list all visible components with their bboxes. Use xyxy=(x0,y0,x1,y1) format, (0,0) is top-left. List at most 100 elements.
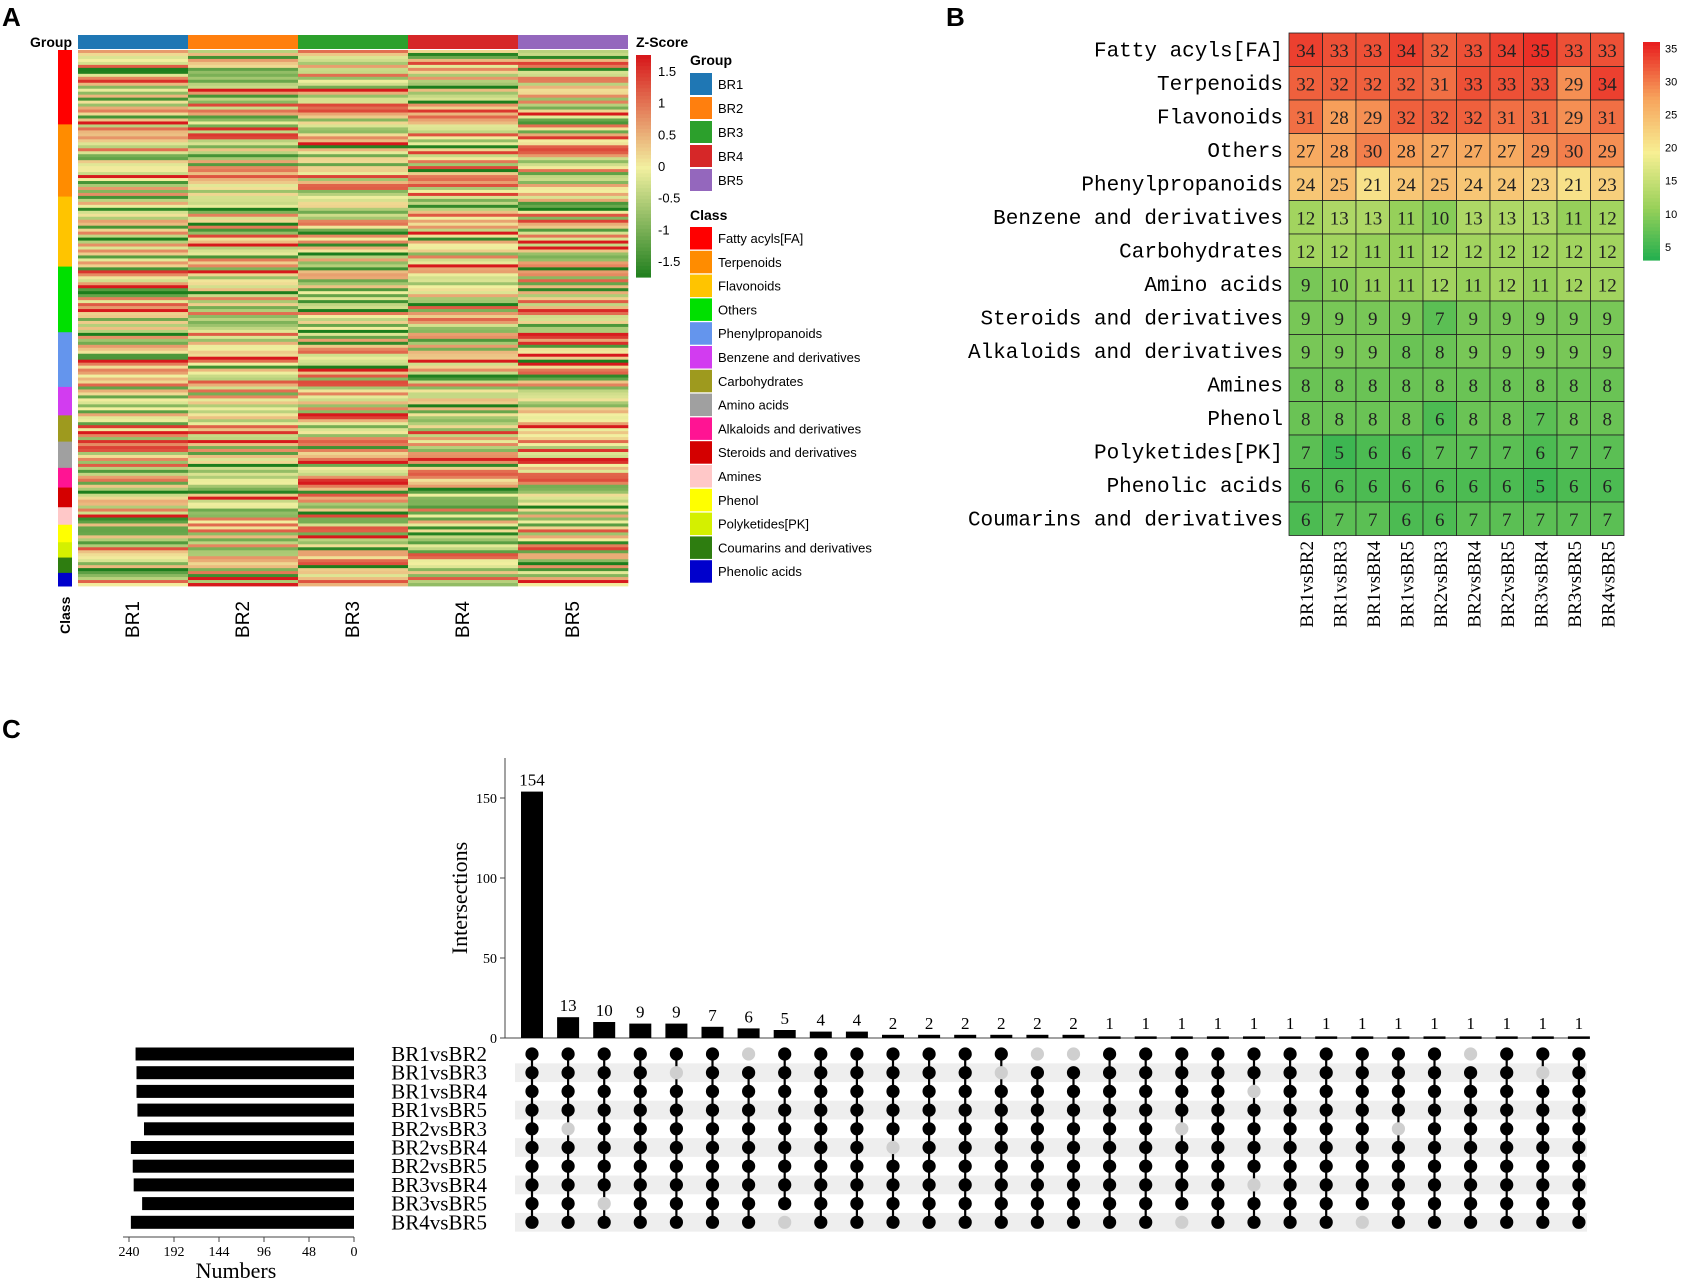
heatmap-cell xyxy=(408,389,519,393)
heatmap-cell xyxy=(188,309,299,313)
intersection-bar xyxy=(809,1031,832,1038)
count-cell xyxy=(1322,99,1357,134)
panel-letter-b: B xyxy=(946,2,965,32)
heatmap-cell xyxy=(188,493,299,498)
membership-dot xyxy=(597,1066,611,1080)
intersection-bar xyxy=(1315,1036,1338,1039)
heatmap-cell xyxy=(188,490,299,495)
heatmap-cell xyxy=(78,306,189,310)
membership-dot xyxy=(886,1178,900,1192)
heatmap-cell xyxy=(518,538,629,542)
class-side-bar xyxy=(58,524,72,543)
count-cell xyxy=(1523,434,1558,469)
heatmap-cell xyxy=(518,201,629,206)
membership-dot xyxy=(994,1178,1008,1192)
heatmap-cell xyxy=(188,186,299,191)
heatmap-cell xyxy=(78,243,189,247)
membership-dot xyxy=(633,1197,647,1211)
count-cell xyxy=(1355,267,1390,302)
heatmap-cell xyxy=(408,279,519,283)
colorbar-segment xyxy=(1643,67,1660,72)
colorbar-segment xyxy=(1643,209,1660,214)
count-cell xyxy=(1288,32,1323,67)
count-cell xyxy=(1422,501,1457,536)
membership-dot xyxy=(850,1159,864,1173)
heatmap-cell xyxy=(298,526,409,530)
membership-dot xyxy=(886,1066,900,1080)
intersection-bar-label: 7 xyxy=(708,1006,717,1025)
zscore-colorbar-segment xyxy=(636,195,651,200)
count-cell xyxy=(1355,434,1390,469)
heatmap-cell xyxy=(78,175,189,179)
membership-dot xyxy=(1464,1197,1478,1211)
heatmap-cell xyxy=(188,571,299,575)
membership-dot xyxy=(1211,1178,1225,1192)
heatmap-cell xyxy=(518,449,629,453)
heatmap-cell xyxy=(408,255,519,259)
membership-dot xyxy=(1500,1122,1514,1136)
heatmap-cell xyxy=(408,452,519,456)
count-cell xyxy=(1355,166,1390,201)
colorbar-segment xyxy=(1643,89,1660,94)
heatmap-cell xyxy=(188,258,299,262)
heatmap-cell xyxy=(78,469,189,474)
heatmap-cell xyxy=(518,350,629,355)
heatmap-cell xyxy=(78,312,189,316)
count-cell-value: 24 xyxy=(1296,175,1316,196)
class-legend-swatch xyxy=(690,227,712,250)
membership-dot xyxy=(922,1122,936,1136)
heatmap-cell xyxy=(408,172,519,176)
heatmap-cell xyxy=(78,234,189,238)
membership-dot xyxy=(1572,1103,1586,1117)
zscore-colorbar-segment xyxy=(636,129,651,134)
zscore-colorbar-segment xyxy=(636,106,651,112)
colorbar-segment xyxy=(1643,107,1660,112)
heatmap-cell xyxy=(408,157,519,161)
heatmap-cell xyxy=(78,207,189,212)
heatmap-cell xyxy=(408,395,519,399)
heatmap-cell xyxy=(518,428,629,432)
heatmap-cell xyxy=(188,94,299,99)
heatmap-cell xyxy=(518,79,629,84)
heatmap-cell xyxy=(298,204,409,209)
heatmap-cell xyxy=(298,493,409,498)
count-cell xyxy=(1355,367,1390,402)
heatmap-cell xyxy=(408,446,519,450)
heatmap-cell xyxy=(298,371,409,375)
membership-dot xyxy=(814,1197,828,1211)
colorbar-tick-label: 10 xyxy=(1665,209,1677,221)
heatmap-cell xyxy=(518,392,629,396)
membership-dot xyxy=(1103,1122,1117,1136)
membership-dot xyxy=(669,1084,684,1098)
colorbar-segment xyxy=(1643,151,1660,156)
count-cell xyxy=(1523,32,1558,67)
heatmap-cell xyxy=(408,377,519,381)
count-cell xyxy=(1590,401,1625,436)
count-cell xyxy=(1322,401,1357,436)
heatmap-cell xyxy=(518,457,629,462)
heatmap-cell xyxy=(298,121,409,125)
heatmap-cell xyxy=(408,517,519,521)
zscore-colorbar-segment xyxy=(636,217,651,223)
heatmap-cell xyxy=(298,532,409,536)
count-cell xyxy=(1288,300,1323,335)
heatmap-cell xyxy=(298,553,409,557)
heatmap-cell xyxy=(78,499,189,504)
column-label: BR1 xyxy=(123,601,144,638)
heatmap-cell xyxy=(298,574,409,578)
heatmap-cell xyxy=(408,454,519,459)
membership-dot xyxy=(561,1103,575,1117)
heatmap-cell xyxy=(518,252,629,256)
zscore-tick-label: -1 xyxy=(658,222,670,237)
membership-dot xyxy=(1066,1159,1081,1173)
heatmap-cell xyxy=(408,273,519,277)
membership-dot xyxy=(705,1159,720,1173)
heatmap-cell xyxy=(78,407,189,411)
heatmap-cell xyxy=(408,520,519,524)
heatmap-cell xyxy=(188,374,299,378)
heatmap-cell xyxy=(408,499,519,504)
count-cell xyxy=(1590,501,1625,536)
group-legend-swatch xyxy=(690,169,712,191)
heatmap-cell xyxy=(298,315,409,319)
membership-dot xyxy=(1500,1047,1514,1061)
